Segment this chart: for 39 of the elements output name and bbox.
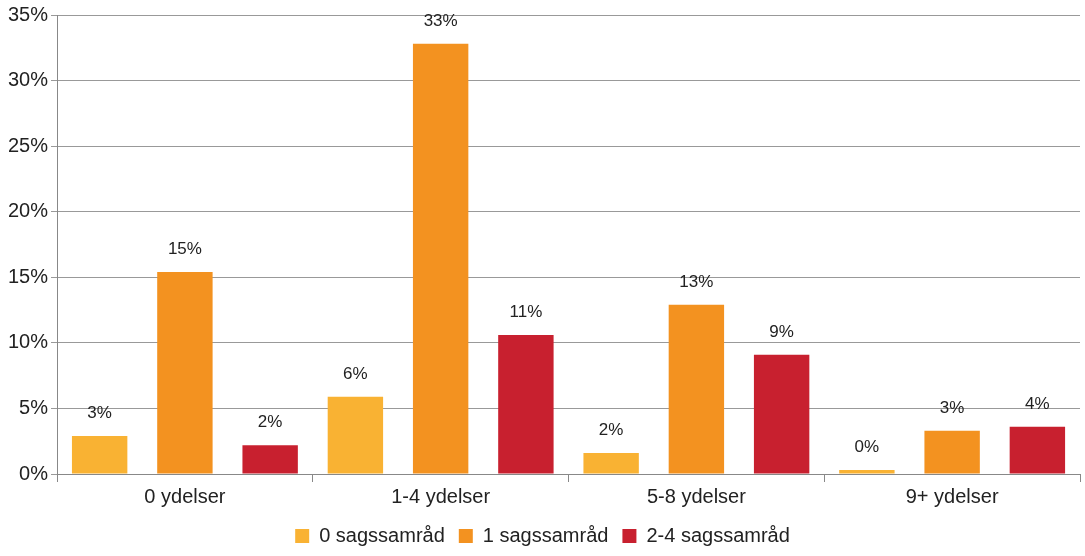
bar	[1009, 426, 1066, 474]
bar	[753, 354, 810, 474]
data-label: 0%	[854, 437, 880, 457]
bar	[157, 272, 213, 474]
data-label: 15%	[167, 239, 202, 259]
data-label: 13%	[679, 272, 714, 292]
bar	[668, 304, 725, 474]
bar	[839, 470, 895, 474]
y-tick-label: 5%	[19, 395, 49, 418]
bar	[71, 435, 128, 474]
data-label: 2%	[598, 420, 624, 440]
x-tick-label: 9+ ydelser	[905, 484, 999, 507]
data-label: 4%	[1025, 393, 1050, 413]
x-tick-label: 0 ydelser	[144, 484, 226, 507]
y-tick-label: 10%	[8, 330, 49, 353]
bar	[498, 334, 554, 474]
y-tick-label: 20%	[8, 199, 49, 222]
data-label: 3%	[939, 397, 965, 417]
bar	[242, 445, 298, 474]
y-tick-label: 0%	[19, 461, 49, 484]
data-label: 33%	[423, 11, 458, 31]
data-label: 11%	[509, 302, 543, 322]
bar	[583, 453, 639, 474]
y-tick-label: 15%	[8, 264, 49, 287]
legend-label: 2-4 sagssamråd	[646, 523, 790, 546]
bar	[924, 430, 980, 474]
y-tick-label: 35%	[8, 2, 49, 25]
data-label: 9%	[769, 321, 794, 341]
bar	[327, 396, 384, 474]
data-label: 6%	[343, 363, 368, 383]
legend-label: 0 sagssamråd	[319, 523, 445, 546]
legend-label: 1 sagssamråd	[482, 523, 609, 546]
y-tick-label: 25%	[8, 133, 49, 156]
y-tick-label: 30%	[8, 68, 49, 91]
bar	[412, 43, 469, 474]
x-tick-label: 1-4 ydelser	[391, 484, 491, 507]
data-label: 2%	[257, 412, 283, 432]
data-label: 3%	[87, 403, 112, 423]
x-tick-label: 5-8 ydelser	[646, 484, 747, 507]
